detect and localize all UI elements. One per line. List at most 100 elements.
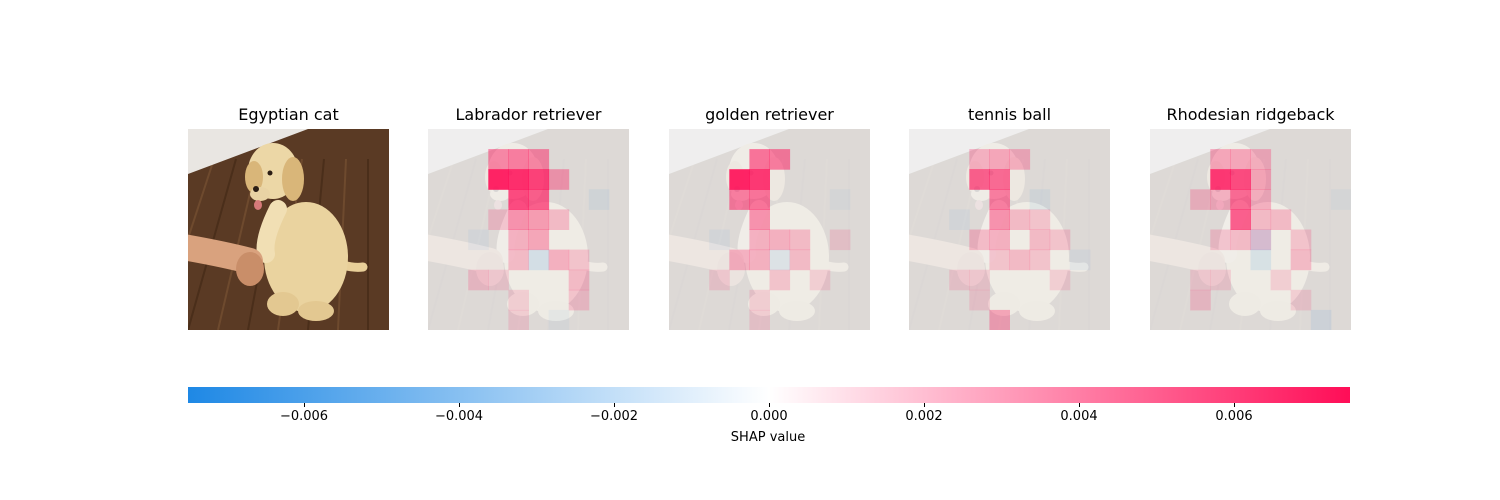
shap-cell	[1210, 169, 1231, 190]
shap-cell	[468, 269, 489, 291]
shap-cell	[528, 149, 550, 170]
shap-cell	[508, 309, 529, 330]
shap-cell	[1009, 149, 1031, 170]
shap-cell	[568, 249, 590, 271]
shap-cell	[1250, 249, 1272, 271]
panel-title: golden retriever	[705, 105, 834, 124]
colorbar-tick	[1079, 403, 1080, 407]
colorbar-tick-label: 0.004	[1060, 409, 1098, 424]
colorbar-gradient	[188, 387, 1350, 403]
shap-cell	[1049, 269, 1071, 291]
shap-cell	[1210, 189, 1231, 210]
panel-title: tennis ball	[967, 105, 1052, 124]
shap-cell	[1210, 229, 1231, 251]
colorbar-tick	[614, 403, 615, 407]
shap-cell	[1250, 189, 1272, 210]
shap-cell	[1190, 189, 1211, 210]
shap-cell	[548, 209, 570, 230]
shap-cell	[989, 169, 1010, 190]
shap-cell	[508, 189, 529, 210]
shap-cell	[1230, 169, 1251, 190]
colorbar-tick	[1234, 403, 1235, 407]
shap-cell	[969, 149, 990, 170]
shap-cell	[488, 169, 509, 190]
shap-cell	[989, 209, 1010, 230]
shap-heatmap-panel	[669, 129, 870, 330]
shap-cell	[749, 229, 770, 251]
shap-cell	[1029, 209, 1051, 230]
shap-cell	[1270, 269, 1292, 291]
shap-cell	[528, 249, 550, 271]
shap-cell	[989, 189, 1010, 210]
shap-cell	[1310, 309, 1332, 330]
shap-cell	[548, 309, 570, 330]
shap-cell	[789, 249, 811, 271]
shap-cell	[829, 189, 851, 210]
shap-cell	[989, 149, 1010, 170]
colorbar-tick-label: 0.006	[1215, 409, 1253, 424]
shap-cell	[1190, 289, 1211, 311]
shap-cell	[709, 229, 730, 251]
shap-cell	[1210, 149, 1231, 170]
shap-cell	[1250, 229, 1272, 251]
shap-cell	[508, 169, 529, 190]
colorbar-tick	[304, 403, 305, 407]
panel-title: Egyptian cat	[238, 105, 339, 124]
shap-cell	[488, 269, 509, 291]
shap-cell	[1029, 189, 1051, 210]
shap-cell	[749, 209, 770, 230]
shap-cell	[1210, 269, 1231, 291]
shap-cell	[1250, 169, 1272, 190]
shap-heatmap-panel	[428, 129, 629, 330]
shap-cell	[468, 229, 489, 251]
shap-cell	[769, 229, 791, 251]
shap-cell	[809, 269, 831, 291]
shap-cell	[488, 209, 509, 230]
panel-title: Rhodesian ridgeback	[1166, 105, 1335, 124]
shap-cell	[749, 169, 770, 190]
colorbar-tick-label: −0.004	[434, 409, 484, 424]
shap-cell	[488, 149, 509, 170]
shap-cell	[1230, 149, 1251, 170]
shap-heatmap-panel	[909, 129, 1110, 330]
colorbar-tick-label: 0.002	[905, 409, 943, 424]
shap-cell	[969, 229, 990, 251]
shap-cell	[528, 229, 550, 251]
shap-cell	[1250, 209, 1272, 230]
panel-title: Labrador retriever	[455, 105, 602, 124]
colorbar-tick	[769, 403, 770, 407]
shap-cell	[949, 269, 970, 291]
shap-cell	[548, 249, 570, 271]
shap-cell	[969, 289, 990, 311]
shap-cell	[528, 189, 550, 210]
shap-cell	[508, 249, 529, 271]
shap-cell	[568, 289, 590, 311]
shap-cell	[729, 249, 750, 271]
shap-cell	[1190, 269, 1211, 291]
colorbar-tick-label: −0.002	[589, 409, 639, 424]
shap-cell	[508, 149, 529, 170]
shap-cell	[1250, 229, 1272, 251]
shap-cell	[969, 269, 990, 291]
shap-cell	[989, 229, 1010, 251]
input-image	[188, 129, 389, 330]
shap-cell	[1049, 229, 1071, 251]
shap-cell	[1029, 229, 1051, 251]
shap-cell	[829, 229, 851, 251]
shap-cell	[1230, 229, 1251, 251]
colorbar-tick	[924, 403, 925, 407]
shap-cell	[1230, 189, 1251, 210]
shap-cell	[949, 209, 970, 230]
shap-cell	[729, 189, 750, 210]
colorbar-tick-label: 0.000	[750, 409, 788, 424]
shap-cell	[749, 289, 770, 311]
shap-cell	[1250, 149, 1272, 170]
shap-cell	[709, 269, 730, 291]
shap-cell	[1009, 209, 1031, 230]
shap-cell	[1009, 249, 1031, 271]
shap-cell	[508, 229, 529, 251]
shap-cell	[1290, 249, 1312, 271]
shap-cell	[1029, 249, 1051, 271]
shap-cell	[1230, 209, 1251, 230]
shap-cell	[989, 249, 1010, 271]
